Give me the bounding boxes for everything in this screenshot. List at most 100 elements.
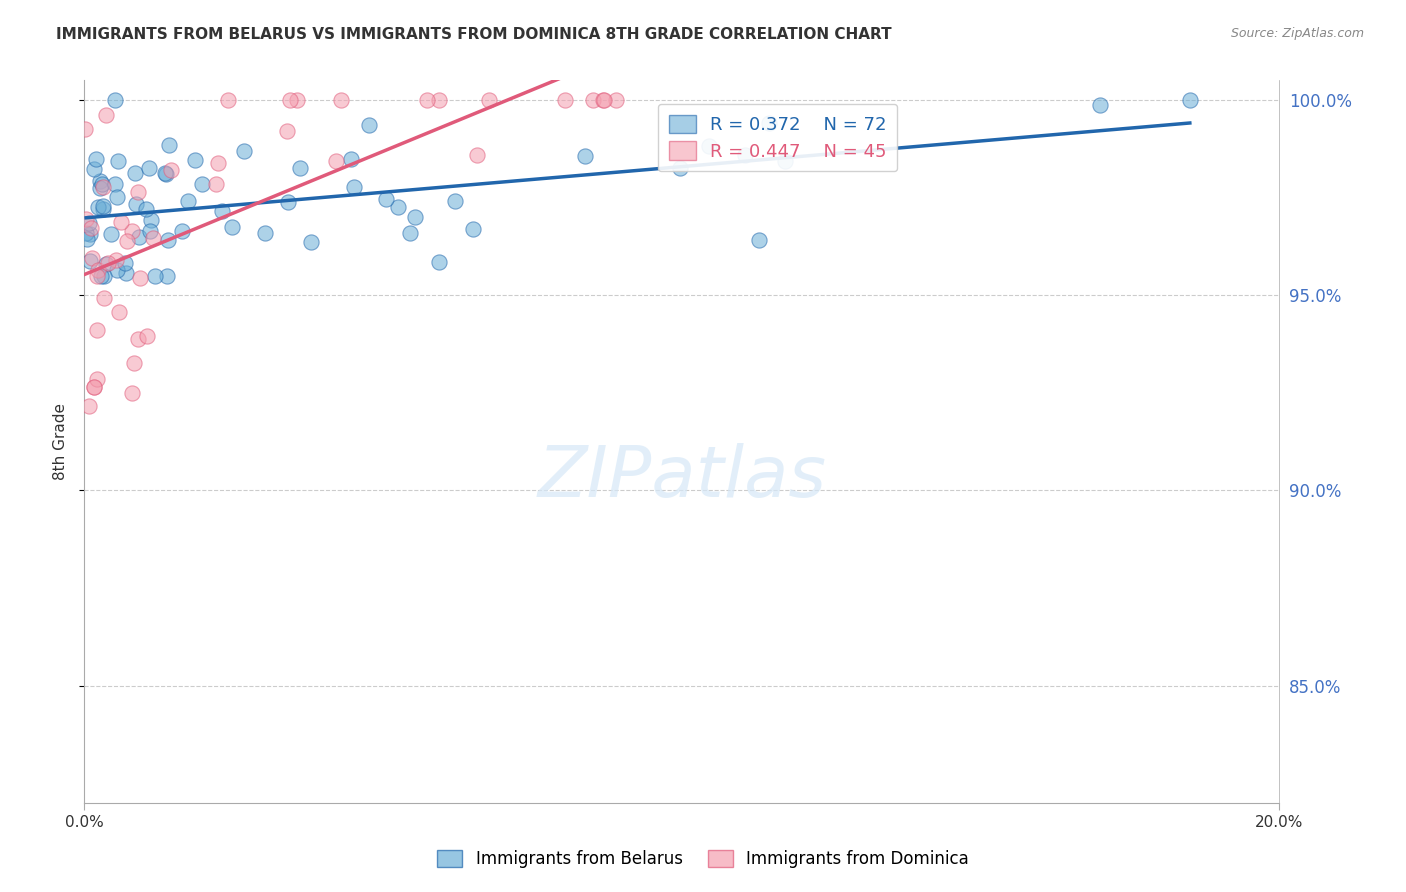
Text: IMMIGRANTS FROM BELARUS VS IMMIGRANTS FROM DOMINICA 8TH GRADE CORRELATION CHART: IMMIGRANTS FROM BELARUS VS IMMIGRANTS FR…	[56, 27, 891, 42]
Point	[84, 152, 107, 166]
Point	[554, 93, 576, 107]
Point	[143, 268, 166, 283]
Point	[83, 162, 105, 177]
Point	[758, 116, 780, 130]
Point	[86, 268, 108, 283]
Y-axis label: 8th Grade: 8th Grade	[52, 403, 67, 480]
Point	[329, 93, 352, 107]
Point	[125, 197, 148, 211]
Point	[277, 194, 299, 209]
Point	[110, 215, 132, 229]
Point	[156, 268, 179, 283]
Point	[91, 199, 114, 213]
Point	[104, 177, 127, 191]
Point	[138, 161, 160, 176]
Point	[233, 144, 256, 158]
Point	[75, 121, 97, 136]
Point	[100, 227, 122, 241]
Point	[122, 356, 145, 370]
Point	[75, 212, 97, 227]
Point	[191, 177, 214, 191]
Text: ZIPatlas: ZIPatlas	[537, 443, 827, 512]
Point	[105, 262, 128, 277]
Point	[76, 232, 98, 246]
Point	[83, 380, 105, 394]
Point	[159, 163, 181, 178]
Point	[83, 380, 105, 394]
Point	[135, 328, 157, 343]
Point	[135, 202, 157, 217]
Point	[97, 256, 120, 270]
Point	[89, 174, 111, 188]
Point	[139, 224, 162, 238]
Legend: Immigrants from Belarus, Immigrants from Dominica: Immigrants from Belarus, Immigrants from…	[430, 843, 976, 875]
Point	[592, 93, 614, 107]
Point	[387, 200, 409, 214]
Point	[1178, 93, 1201, 107]
Point	[429, 93, 451, 107]
Point	[288, 161, 311, 175]
Point	[398, 226, 420, 240]
Point	[91, 177, 114, 191]
Point	[211, 204, 233, 219]
Point	[89, 180, 111, 194]
Point	[605, 93, 627, 107]
Point	[91, 202, 114, 216]
Point	[107, 154, 129, 169]
Point	[80, 221, 103, 235]
Point	[207, 156, 229, 170]
Point	[205, 177, 228, 191]
Point	[748, 233, 770, 247]
Point	[153, 166, 176, 180]
Point	[404, 210, 426, 224]
Point	[115, 266, 138, 280]
Point	[343, 179, 366, 194]
Point	[183, 153, 205, 168]
Point	[94, 257, 117, 271]
Point	[1090, 98, 1112, 112]
Point	[80, 251, 103, 265]
Point	[124, 166, 146, 180]
Point	[79, 254, 101, 268]
Point	[87, 200, 110, 214]
Point	[478, 93, 501, 107]
Point	[357, 119, 380, 133]
Point	[176, 194, 198, 208]
Point	[104, 93, 127, 107]
Point	[77, 216, 100, 230]
Point	[340, 152, 363, 166]
Point	[773, 153, 796, 168]
Point	[107, 304, 129, 318]
Point	[325, 153, 347, 168]
Point	[276, 124, 298, 138]
Point	[114, 256, 136, 270]
Point	[427, 254, 450, 268]
Point	[129, 271, 152, 285]
Point	[416, 93, 439, 107]
Point	[127, 332, 149, 346]
Point	[582, 93, 605, 107]
Point	[157, 137, 180, 152]
Point	[105, 190, 128, 204]
Point	[221, 220, 243, 235]
Point	[105, 253, 128, 268]
Point	[299, 235, 322, 250]
Point	[86, 323, 108, 337]
Point	[93, 291, 115, 305]
Point	[461, 222, 484, 236]
Point	[121, 386, 143, 401]
Point	[669, 161, 692, 176]
Point	[375, 192, 398, 206]
Point	[253, 226, 276, 240]
Point	[155, 167, 177, 181]
Point	[278, 93, 301, 107]
Point	[697, 139, 720, 153]
Point	[121, 224, 143, 238]
Point	[90, 268, 112, 283]
Legend: R = 0.372    N = 72, R = 0.447    N = 45: R = 0.372 N = 72, R = 0.447 N = 45	[658, 103, 897, 171]
Point	[128, 230, 150, 244]
Point	[79, 227, 101, 241]
Point	[86, 263, 108, 277]
Point	[217, 93, 239, 107]
Point	[574, 149, 596, 163]
